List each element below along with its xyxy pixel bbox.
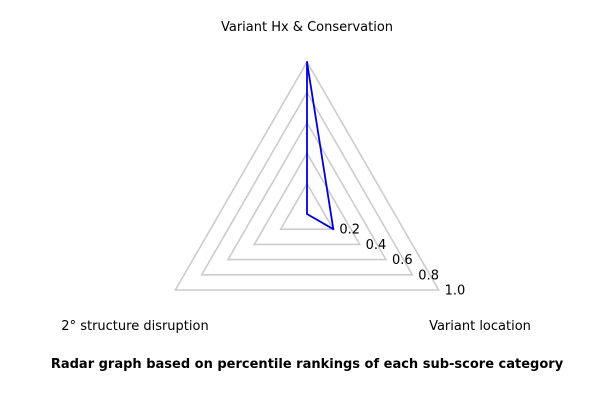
radar-axis-labels: Variant Hx & Conservation Variant locatio… xyxy=(61,20,531,334)
grid-ring-0 xyxy=(279,182,335,230)
axis-label-2: 2° structure disruption xyxy=(61,319,208,334)
axis-label-0: Variant Hx & Conservation xyxy=(221,20,393,35)
tick-label-3: 0.8 xyxy=(418,268,439,283)
series-point-0-0 xyxy=(306,61,308,63)
tick-label-2: 0.6 xyxy=(392,253,413,268)
radar-tick-labels: 0.2 0.4 0.6 0.8 1.0 xyxy=(339,223,465,299)
grid-ring-4 xyxy=(173,60,441,291)
series-point-0-2 xyxy=(306,213,308,215)
radar-series xyxy=(306,61,335,231)
radar-grid xyxy=(173,60,441,291)
grid-ring-1 xyxy=(252,151,362,246)
tick-label-0: 0.2 xyxy=(339,223,360,238)
grid-ring-2 xyxy=(226,121,388,261)
tick-label-4: 1.0 xyxy=(445,284,466,299)
series-polygon-0 xyxy=(306,61,335,231)
series-point-0-1 xyxy=(332,228,335,231)
axis-label-1: Variant location xyxy=(429,319,531,334)
chart-caption: Radar graph based on percentile rankings… xyxy=(50,357,564,372)
grid-ring-3 xyxy=(200,90,414,276)
tick-label-1: 0.4 xyxy=(366,238,387,253)
